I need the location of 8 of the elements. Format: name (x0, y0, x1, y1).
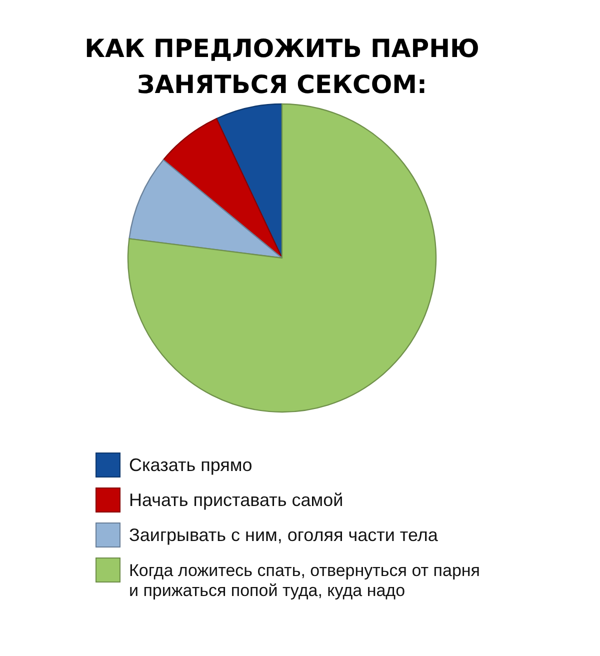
legend-label: Заигрывать с ним, оголяя части тела (129, 525, 439, 545)
legend-label: Когда ложитесь спать, отвернуться от парня и прижаться попой туда, куда надо (129, 561, 480, 600)
pie-slice (127, 103, 436, 412)
chart-title: КАК ПРЕДЛОЖИТЬ ПАРНЮ ЗАНЯТЬСЯ СЕКСОМ: (84, 34, 480, 99)
legend-label: Сказать прямо (129, 455, 252, 475)
pie-slice (162, 118, 283, 259)
legend-label: Начать приставать самой (129, 490, 344, 510)
pie-slice (128, 159, 283, 259)
